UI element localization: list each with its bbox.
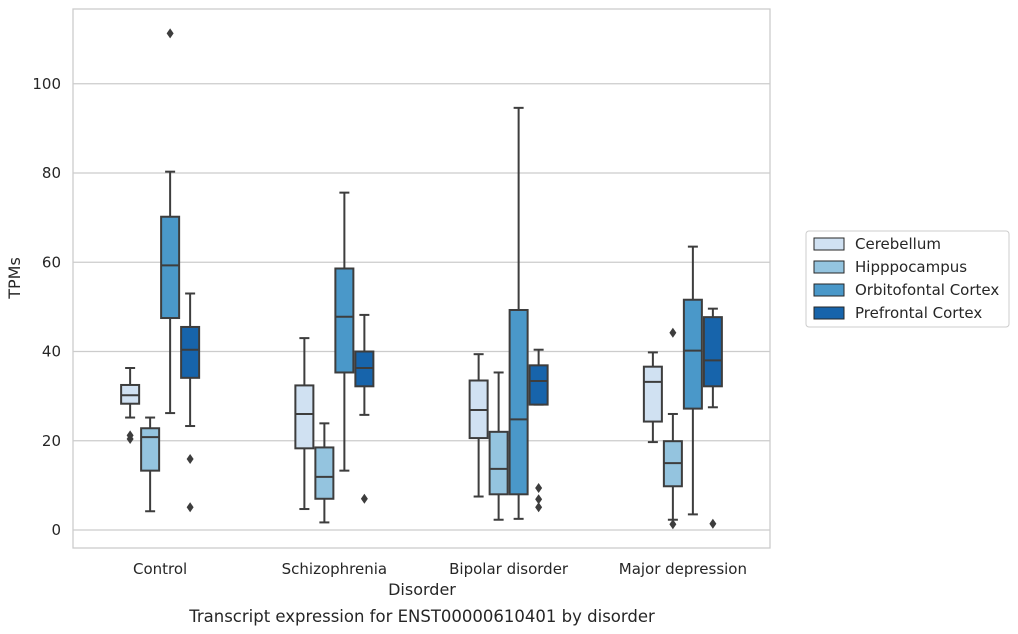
y-tick-label-20: 20: [42, 432, 61, 450]
legend-label-prefrontal: Prefrontal Cortex: [855, 304, 982, 322]
box-iqr: [682, 298, 703, 410]
y-tick-label-40: 40: [42, 343, 61, 361]
x-tick-label-control: Control: [133, 560, 187, 578]
box-iqr: [508, 308, 529, 496]
outlier-point: [535, 494, 543, 505]
box-hipppocampus-bipolar-disorder: [488, 371, 509, 521]
y-tick-label-0: 0: [51, 521, 61, 539]
box-plot-series: [120, 28, 723, 530]
y-tick-label-100: 100: [32, 75, 61, 93]
outlier-point: [360, 493, 368, 504]
x-tick-label-schizophrenia: Schizophrenia: [282, 560, 387, 578]
outlier-point: [535, 502, 543, 513]
x-axis-ticks: Control Schizophrenia Bipolar disorder Majo…: [133, 560, 747, 578]
outlier-point: [186, 502, 194, 513]
box-iqr: [294, 384, 315, 450]
legend-label-orbitofrontal: Orbitofontal Cortex: [855, 281, 999, 299]
box-prefrontal-cortex-control: [180, 292, 201, 513]
y-axis-title: TPMs: [5, 257, 24, 300]
legend-swatch-hippocampus: [813, 260, 845, 274]
legend-swatch-prefrontal: [813, 306, 845, 320]
box-cerebellum-major-depression: [642, 351, 663, 444]
outlier-point: [669, 327, 677, 338]
legend-swatch-cerebellum: [813, 237, 845, 251]
legend: Cerebellum Hipppocampus Orbitofontal Cor…: [805, 230, 1010, 328]
y-tick-label-80: 80: [42, 164, 61, 182]
box-orbitofontal-cortex-major-depression: [682, 245, 703, 516]
box-iqr: [488, 430, 509, 496]
legend-frame: [805, 230, 1010, 328]
box-cerebellum-bipolar-disorder: [468, 353, 489, 498]
box-orbitofontal-cortex-schizophrenia: [334, 191, 355, 472]
box-iqr: [702, 316, 723, 388]
chart-caption: Transcript expression for ENST0000061040…: [188, 607, 655, 626]
box-iqr: [180, 325, 201, 379]
box-iqr: [140, 427, 161, 472]
box-orbitofontal-cortex-control: [160, 28, 181, 415]
outlier-point: [126, 430, 134, 441]
box-hipppocampus-schizophrenia: [314, 422, 335, 524]
y-axis-ticks: 0 20 40 60 80 100: [32, 75, 61, 539]
box-iqr: [314, 446, 335, 500]
box-orbitofontal-cortex-bipolar-disorder: [508, 106, 529, 520]
outlier-point: [535, 483, 543, 494]
outlier-point: [669, 519, 677, 530]
outlier-point: [166, 28, 174, 39]
box-cerebellum-schizophrenia: [294, 337, 315, 511]
box-iqr: [528, 364, 549, 406]
legend-label-cerebellum: Cerebellum: [855, 235, 941, 253]
legend-swatch-orbitofrontal: [813, 283, 845, 297]
box-cerebellum-control: [120, 367, 141, 444]
y-tick-label-60: 60: [42, 253, 61, 271]
box-iqr: [160, 215, 181, 320]
x-axis-title: Disorder: [388, 580, 456, 599]
outlier-point: [186, 454, 194, 465]
box-hipppocampus-major-depression: [662, 327, 683, 530]
box-prefrontal-cortex-bipolar-disorder: [528, 348, 549, 513]
box-iqr: [642, 365, 663, 423]
box-hipppocampus-control: [140, 416, 161, 513]
plot-area-border: [72, 8, 771, 549]
outlier-point: [709, 518, 717, 529]
box-iqr: [334, 267, 355, 374]
x-tick-label-major-depression: Major depression: [619, 560, 747, 578]
box-prefrontal-cortex-major-depression: [702, 307, 723, 529]
x-tick-label-bipolar-disorder: Bipolar disorder: [449, 560, 569, 578]
box-prefrontal-cortex-schizophrenia: [354, 313, 375, 504]
legend-label-hippocampus: Hipppocampus: [855, 258, 967, 276]
